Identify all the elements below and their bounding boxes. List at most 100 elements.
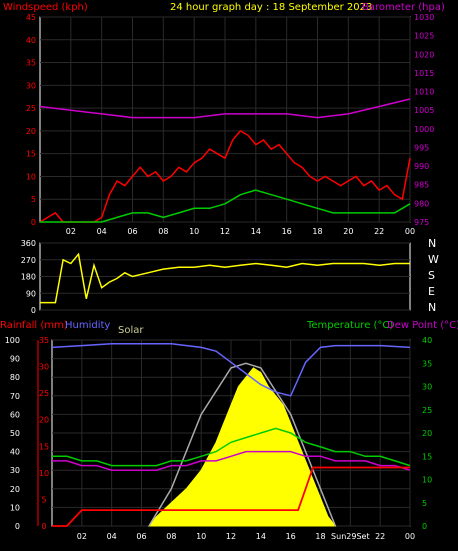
temp-x-tick: 08	[166, 532, 176, 541]
humidity-y-tick: 60	[10, 410, 20, 419]
temp-y-tick: 35	[422, 359, 432, 368]
baro-y-tick: 995	[414, 143, 429, 152]
direction-y-tick: 360	[21, 239, 36, 248]
temp-y-tick: 30	[422, 383, 432, 392]
rainfall-line	[52, 466, 410, 527]
rain-y-tick: 20	[39, 416, 49, 425]
wind-y-tick: 15	[26, 150, 36, 159]
direction-y-tick: 270	[21, 256, 36, 265]
temp-x-tick: 14	[256, 532, 266, 541]
wind-direction-line	[40, 252, 410, 304]
rain-y-tick: 5	[41, 495, 46, 504]
baro-y-tick: 985	[414, 181, 429, 190]
wind-average-line	[40, 189, 411, 223]
baro-y-tick: 1020	[414, 50, 434, 59]
wind-x-tick: 06	[127, 227, 137, 236]
rain-y-tick: 35	[39, 336, 49, 345]
temperature-axis-label: Temperature (°C)	[306, 320, 393, 331]
wind-y-tick: 35	[26, 59, 36, 68]
direction-y-tick: 90	[26, 289, 36, 298]
wind-y-tick: 30	[26, 81, 36, 90]
temp-x-tick: 22	[375, 532, 385, 541]
baro-y-tick: 975	[414, 218, 429, 227]
wind-x-tick: 16	[282, 227, 292, 236]
wind-x-tick: 02	[66, 227, 76, 236]
rain-y-tick: 0	[41, 522, 46, 531]
wind-x-tick: 14	[251, 227, 261, 236]
humidity-line	[51, 342, 411, 397]
humidity-y-tick: 70	[10, 392, 20, 401]
baro-y-tick: 980	[414, 199, 429, 208]
wind-x-tick: 22	[374, 227, 384, 236]
wind-y-tick: 5	[31, 195, 36, 204]
barometer-axis-label: Barometer (hpa)	[362, 2, 445, 13]
direction-y-tick: 0	[31, 306, 36, 315]
wind-x-tick: 12	[220, 227, 230, 236]
humidity-y-tick: 30	[10, 466, 20, 475]
wind-panel: 02 04 06 08 10 12 14 16 18 20 22 000510152025303540…	[26, 13, 435, 236]
compass-label: S	[428, 269, 435, 282]
humidity-y-tick: 90	[10, 355, 20, 364]
solar-area	[147, 367, 337, 527]
solar-axis-label: Solar	[118, 325, 144, 336]
compass-label: W	[428, 253, 439, 266]
wind-y-tick: 20	[26, 127, 36, 136]
temp-x-tick: Sun29Set	[331, 532, 370, 541]
baro-y-tick: 1015	[414, 69, 434, 78]
wind-x-tick: 20	[343, 227, 353, 236]
rain-y-tick: 25	[39, 389, 49, 398]
compass-label: N	[428, 237, 436, 250]
wind-x-tick: 18	[312, 227, 322, 236]
wind-y-tick: 45	[26, 13, 36, 22]
humidity-y-tick: 40	[10, 448, 20, 457]
wind-x-tick: 08	[158, 227, 168, 236]
temp-y-tick: 0	[422, 522, 427, 531]
temp-x-tick: 06	[136, 532, 146, 541]
compass-label: E	[428, 285, 435, 298]
wind-y-tick: 25	[26, 104, 36, 113]
rain-y-tick: 10	[39, 469, 49, 478]
temp-y-tick: 20	[422, 429, 432, 438]
humidity-y-tick: 20	[10, 485, 20, 494]
solar-theoretical-curve	[148, 362, 337, 527]
baro-y-tick: 1005	[414, 106, 434, 115]
wind-x-tick: 10	[189, 227, 199, 236]
temp-y-tick: 5	[422, 499, 427, 508]
windspeed-axis-label: Windspeed (kph)	[3, 2, 88, 13]
temp-x-tick: 10	[196, 532, 206, 541]
baro-y-tick: 1010	[414, 88, 434, 97]
humidity-y-tick: 100	[5, 336, 20, 345]
rain-y-tick: 15	[39, 442, 49, 451]
chart-title: 24 hour graph day : 18 September 2023	[170, 2, 372, 13]
temp-x-tick: 12	[226, 532, 236, 541]
windspeed-line	[39, 129, 411, 223]
compass-label: N	[428, 301, 436, 314]
temp-y-tick: 15	[422, 452, 432, 461]
wind-y-tick: 40	[26, 36, 36, 45]
temperature-line	[52, 427, 411, 467]
wind-y-tick: 0	[31, 218, 36, 227]
baro-y-tick: 1030	[414, 13, 434, 22]
humidity-y-tick: 10	[10, 503, 20, 512]
humidity-y-tick: 50	[10, 429, 20, 438]
humidity-y-tick: 80	[10, 373, 20, 382]
dewpoint-line	[52, 450, 411, 471]
rain-y-tick: 30	[39, 363, 49, 372]
temp-x-tick: 18	[315, 532, 325, 541]
temp-x-tick: 04	[107, 532, 117, 541]
temp-y-tick: 40	[422, 336, 432, 345]
wind-x-tick: 04	[97, 227, 107, 236]
barometer-line	[39, 98, 411, 119]
baro-y-tick: 990	[414, 162, 429, 171]
wind-y-tick: 10	[26, 172, 36, 181]
temp-x-tick: 16	[286, 532, 296, 541]
direction-y-tick: 180	[21, 273, 36, 282]
humidity-axis-label: Humidity	[65, 320, 110, 331]
temp-x-tick: 02	[77, 532, 87, 541]
temp-y-tick: 10	[422, 476, 432, 485]
temp-x-tick: 00	[405, 532, 415, 541]
dewpoint-axis-label: Dew Point (°C)	[387, 320, 458, 331]
rainfall-axis-label: Rainfall (mm)	[0, 320, 68, 331]
